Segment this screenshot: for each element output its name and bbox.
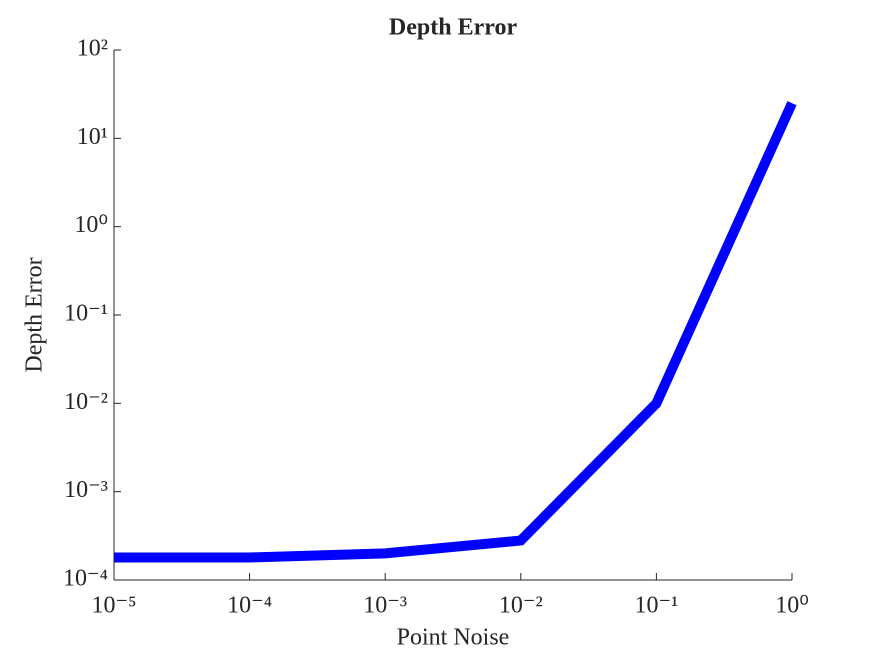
y-tick-label: 10⁻¹ [64,301,108,327]
y-tick-label: 10¹ [77,124,108,150]
chart-title: Depth Error [389,15,518,41]
y-axis-label: Depth Error [22,257,48,372]
x-tick-label: 10⁻⁵ [91,593,136,619]
data-line [114,101,797,563]
y-tick-label: 10⁻⁴ [63,566,108,592]
x-tick-label: 10⁻² [499,593,543,619]
y-tick-label: 10⁻³ [64,477,108,503]
x-axis-label: Point Noise [397,625,510,651]
y-tick-label: 10⁻² [64,389,108,415]
x-tick-label: 10⁻⁴ [227,593,272,619]
y-tick-label: 10⁰ [74,212,108,238]
x-tick-label: 10⁻³ [363,593,407,619]
y-tick-label: 10² [77,36,108,62]
x-tick-label: 10⁻¹ [634,593,678,619]
x-tick-label: 10⁰ [775,593,809,619]
